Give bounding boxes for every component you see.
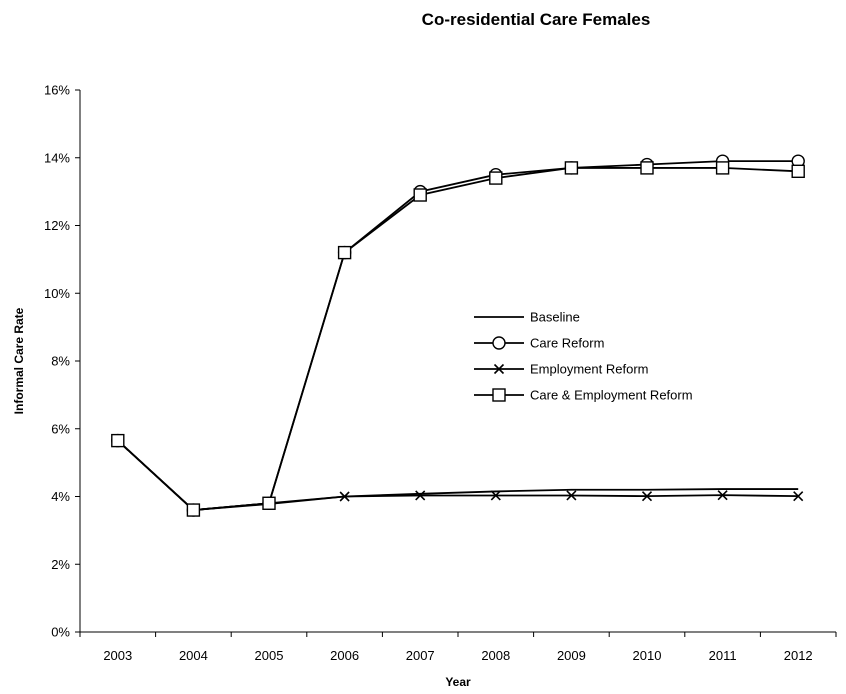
x-tick-label: 2008 [481, 648, 510, 663]
y-tick-label: 8% [51, 354, 70, 369]
x-tick-label: 2005 [255, 648, 284, 663]
data-point [641, 491, 653, 502]
x-tick-label: 2010 [633, 648, 662, 663]
legend-marker [493, 363, 505, 375]
data-point [337, 245, 352, 260]
data-point [111, 433, 125, 448]
series-baseline [117, 439, 799, 511]
y-tick-label: 0% [51, 625, 70, 640]
data-point [791, 164, 805, 179]
series-line [117, 167, 799, 511]
data-point [413, 188, 427, 202]
data-point [339, 491, 350, 502]
legend-marker [492, 336, 506, 350]
legend-label: Baseline [530, 310, 580, 325]
legend-label: Care & Employment Reform [530, 388, 693, 403]
legend-marker [492, 388, 506, 402]
series-group [111, 154, 805, 517]
series-employment-reform [112, 435, 804, 516]
x-axis: 2003 2004 2005 2006 2007 2008 2009 2010 2011 2012 [79, 631, 837, 663]
data-point [262, 496, 276, 510]
x-tick-label: 2003 [103, 648, 132, 663]
x-tick-label: 2012 [784, 648, 813, 663]
y-axis: 0% 2% 4% 6% 8% 10% 12% 14% 16% [44, 83, 81, 640]
x-ticks: 2003 2004 2005 2006 2007 2008 2009 2010 2011 2012 [79, 632, 837, 663]
legend-item: Baseline [474, 310, 580, 325]
data-point [490, 490, 501, 501]
data-point [715, 161, 730, 175]
data-point [564, 161, 579, 175]
x-tick-label: 2004 [179, 648, 208, 663]
legend-label: Employment Reform [530, 362, 648, 377]
data-point [640, 161, 654, 175]
y-tick-label: 14% [44, 150, 70, 165]
y-axis-label: Informal Care Rate [12, 307, 26, 414]
legend-item: Care & Employment Reform [474, 388, 693, 403]
legend-label: Care Reform [530, 336, 604, 351]
x-tick-label: 2011 [709, 648, 737, 663]
series-line [117, 439, 799, 511]
x-tick-label: 2006 [330, 648, 359, 663]
x-axis-label: Year [445, 675, 471, 689]
data-point [717, 490, 728, 501]
y-tick-label: 6% [51, 421, 70, 436]
x-tick-label: 2009 [557, 648, 586, 663]
x-tick-label: 2007 [406, 648, 435, 663]
legend: Baseline Care Reform Employment Reform Care… [474, 310, 693, 403]
series-care-employment-reform [111, 161, 805, 517]
data-point [186, 503, 201, 517]
series-line [117, 439, 799, 511]
legend-item: Employment Reform [474, 362, 648, 377]
data-point [489, 171, 503, 185]
chart-title: Co-residential Care Females [422, 10, 651, 29]
y-ticks: 0% 2% 4% 6% 8% 10% 12% 14% 16% [44, 83, 80, 640]
y-tick-label: 10% [44, 286, 70, 301]
series-care-reform [111, 154, 805, 517]
series-line [117, 160, 799, 511]
y-tick-label: 2% [51, 557, 70, 572]
data-point [566, 490, 577, 501]
y-tick-label: 12% [44, 218, 70, 233]
legend-item: Care Reform [474, 336, 604, 351]
data-point [415, 490, 426, 501]
y-tick-label: 16% [44, 83, 70, 98]
y-tick-label: 4% [51, 489, 70, 504]
data-point [793, 491, 804, 502]
